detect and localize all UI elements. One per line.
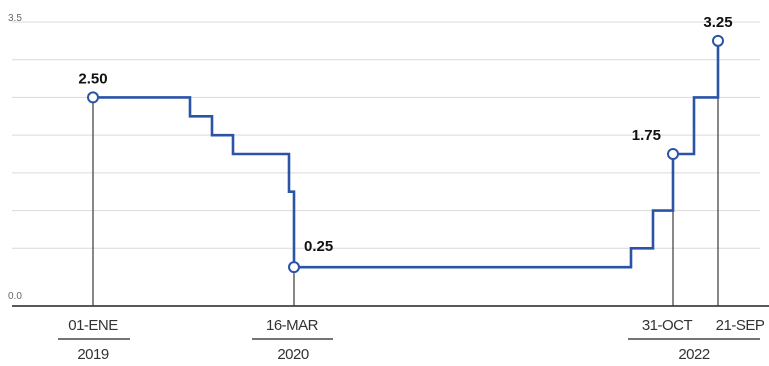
date-label: 16-MAR [266,317,319,334]
series-line [93,40,720,269]
year-label: 2022 [678,346,710,363]
value-label: 2.50 [78,70,107,87]
value-label: 1.75 [632,127,661,144]
date-labels: 01-ENE 16-MAR 31-OCT 21-SEP 2019 2020 2022 [58,317,765,363]
y-tick-top: 3.5 [8,13,22,24]
year-label: 2020 [277,346,309,363]
value-label: 3.25 [703,14,732,31]
y-tick-bottom: 0.0 [8,291,22,302]
value-label: 0.25 [304,238,333,255]
date-label: 21-SEP [716,317,765,334]
date-label: 31-OCT [642,317,693,334]
date-label: 01-ENE [68,317,118,334]
year-label: 2019 [77,346,109,363]
highlight-marker [667,148,679,160]
highlight-marker [712,34,724,47]
highlight-marker [87,91,99,104]
highlight-markers: 2.50 0.25 1.75 3.25 [78,14,733,274]
highlight-marker [288,261,300,274]
